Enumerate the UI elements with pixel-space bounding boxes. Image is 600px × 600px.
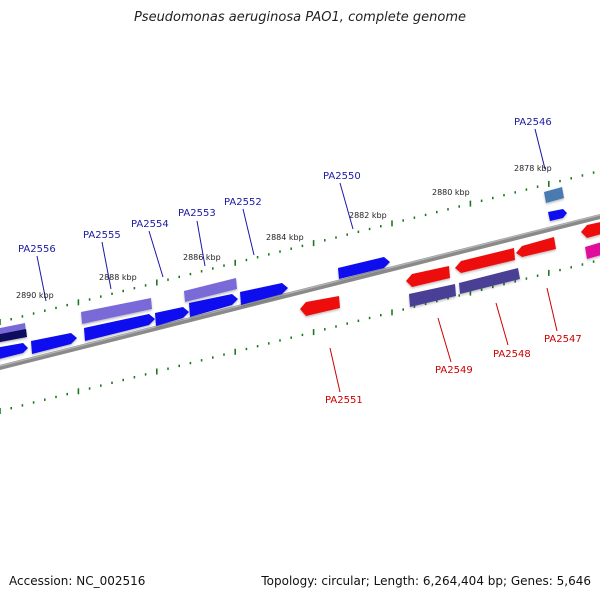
- gene-box[interactable]: [544, 187, 564, 203]
- gene-track: [0, 187, 600, 360]
- scale-label: 2888 kbp: [99, 273, 137, 282]
- map-title: Pseudomonas aeruginosa PAO1, complete ge…: [133, 10, 467, 25]
- gene-arrow[interactable]: [189, 294, 238, 317]
- gene-arrow[interactable]: [84, 314, 155, 341]
- gene-arrow[interactable]: [31, 333, 77, 354]
- leader-line: [36, 255, 47, 302]
- gene-box[interactable]: [184, 278, 237, 302]
- leader-line: [534, 128, 546, 170]
- genome-summary-text: Topology: circular; Length: 6,264,404 bp…: [261, 574, 591, 588]
- gene-arrow[interactable]: [240, 283, 288, 305]
- leader-line: [339, 182, 354, 230]
- genome-backbone: [0, 213, 600, 371]
- leader-line: [546, 287, 558, 332]
- gene-label[interactable]: PA2553: [178, 208, 216, 219]
- gene-label[interactable]: PA2555: [83, 230, 121, 241]
- accession-text: Accession: NC_002516: [9, 574, 146, 588]
- leader-line: [196, 220, 206, 267]
- gene-label[interactable]: PA2549: [435, 365, 473, 376]
- gene-box[interactable]: [0, 329, 27, 343]
- genome-backbone-highlight: [0, 214, 600, 367]
- gene-arrow[interactable]: [338, 257, 390, 279]
- leader-line: [495, 302, 509, 346]
- leader-line: [148, 230, 164, 278]
- leader-line: [242, 208, 255, 256]
- scale-label: 2884 kbp: [266, 233, 304, 242]
- gene-label[interactable]: PA2556: [18, 244, 56, 255]
- scale-label: 2890 kbp: [16, 291, 54, 300]
- gene-label[interactable]: PA2554: [131, 219, 169, 230]
- gene-arrow[interactable]: [0, 343, 28, 360]
- gene-label[interactable]: PA2551: [325, 395, 363, 406]
- lower-scale-track: [0, 260, 595, 414]
- scale-label: 2882 kbp: [349, 211, 387, 220]
- label-leaders: [36, 128, 558, 393]
- gene-arrow[interactable]: [516, 237, 556, 257]
- gene-arrow[interactable]: [155, 307, 189, 326]
- gene-box[interactable]: [585, 241, 600, 259]
- leader-line: [329, 347, 341, 393]
- gene-box[interactable]: [409, 284, 456, 307]
- gene-arrow[interactable]: [406, 266, 450, 287]
- upper-scale-track: [0, 171, 595, 325]
- gene-box[interactable]: [81, 298, 152, 324]
- gene-arrow[interactable]: [455, 248, 515, 273]
- gene-arrow[interactable]: [300, 296, 340, 316]
- scale-label: 2878 kbp: [514, 164, 552, 173]
- scale-label: 2886 kbp: [183, 253, 221, 262]
- leader-line: [437, 317, 452, 363]
- gene-label[interactable]: PA2547: [544, 334, 582, 345]
- gene-label[interactable]: PA2550: [323, 171, 361, 182]
- gene-label[interactable]: PA2548: [493, 349, 531, 360]
- gene-label[interactable]: PA2552: [224, 197, 262, 208]
- leader-line: [101, 241, 112, 290]
- gene-label[interactable]: PA2546: [514, 117, 552, 128]
- gene-arrow[interactable]: [548, 209, 567, 221]
- scale-label: 2880 kbp: [432, 188, 470, 197]
- gene-arrow[interactable]: [581, 221, 600, 238]
- gene-box[interactable]: [459, 268, 520, 294]
